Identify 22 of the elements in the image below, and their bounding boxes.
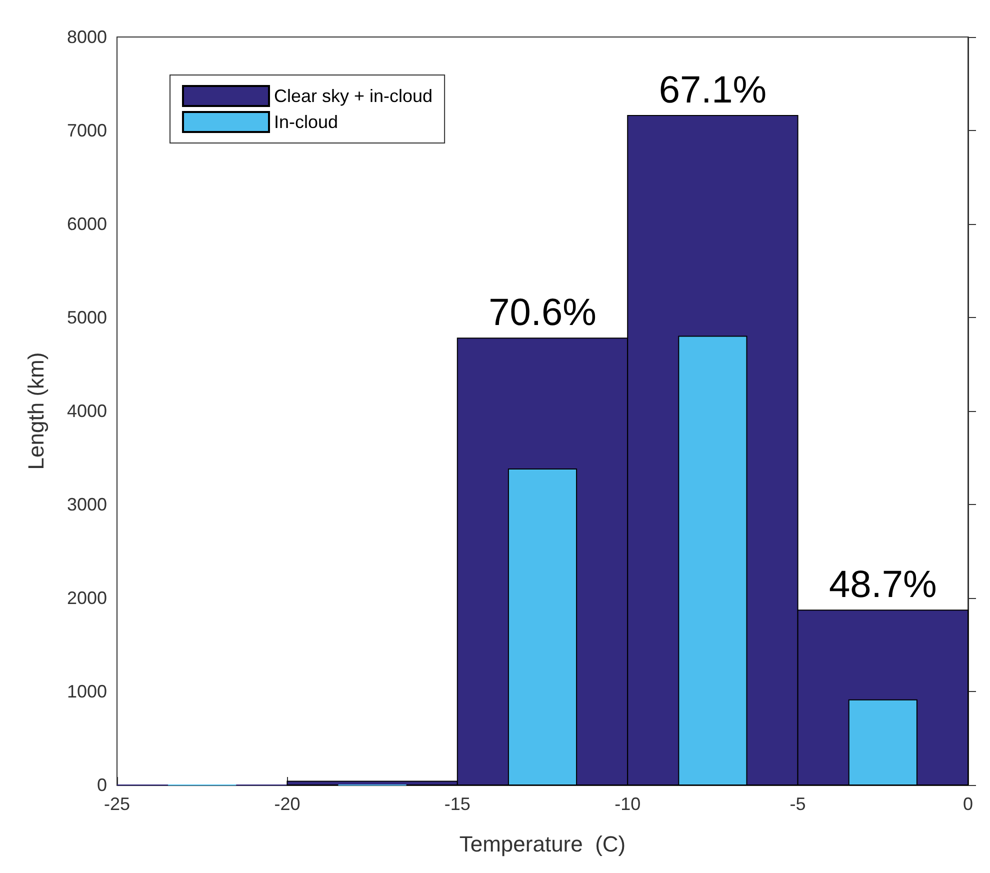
y-tick-label: 4000 — [66, 401, 107, 421]
x-axis-title: Temperature (C) — [459, 832, 626, 856]
y-tick-label: 5000 — [66, 308, 107, 328]
annotation: 70.6% — [488, 292, 596, 334]
y-tick-label: 7000 — [66, 120, 107, 140]
x-tick-label: -20 — [274, 794, 300, 814]
x-tick-label: -15 — [444, 794, 470, 814]
legend-label: Clear sky + in-cloud — [274, 86, 433, 106]
y-tick-label: 2000 — [66, 588, 107, 608]
y-tick-label: 1000 — [66, 682, 107, 702]
x-tick-label: -10 — [614, 794, 641, 814]
legend-label: In-cloud — [274, 112, 338, 132]
x-tick-label: -5 — [790, 794, 806, 814]
y-tick-label: 6000 — [66, 214, 107, 234]
annotation: 48.7% — [829, 564, 937, 606]
x-tick-label: -25 — [104, 794, 130, 814]
x-tick-label: 0 — [962, 794, 974, 814]
y-tick-label: 0 — [96, 775, 107, 795]
y-tick-label: 8000 — [66, 27, 107, 47]
y-tick-label: 3000 — [66, 494, 107, 514]
annotation: 67.1% — [658, 70, 767, 112]
y-axis-title: Length (km) — [24, 352, 48, 470]
